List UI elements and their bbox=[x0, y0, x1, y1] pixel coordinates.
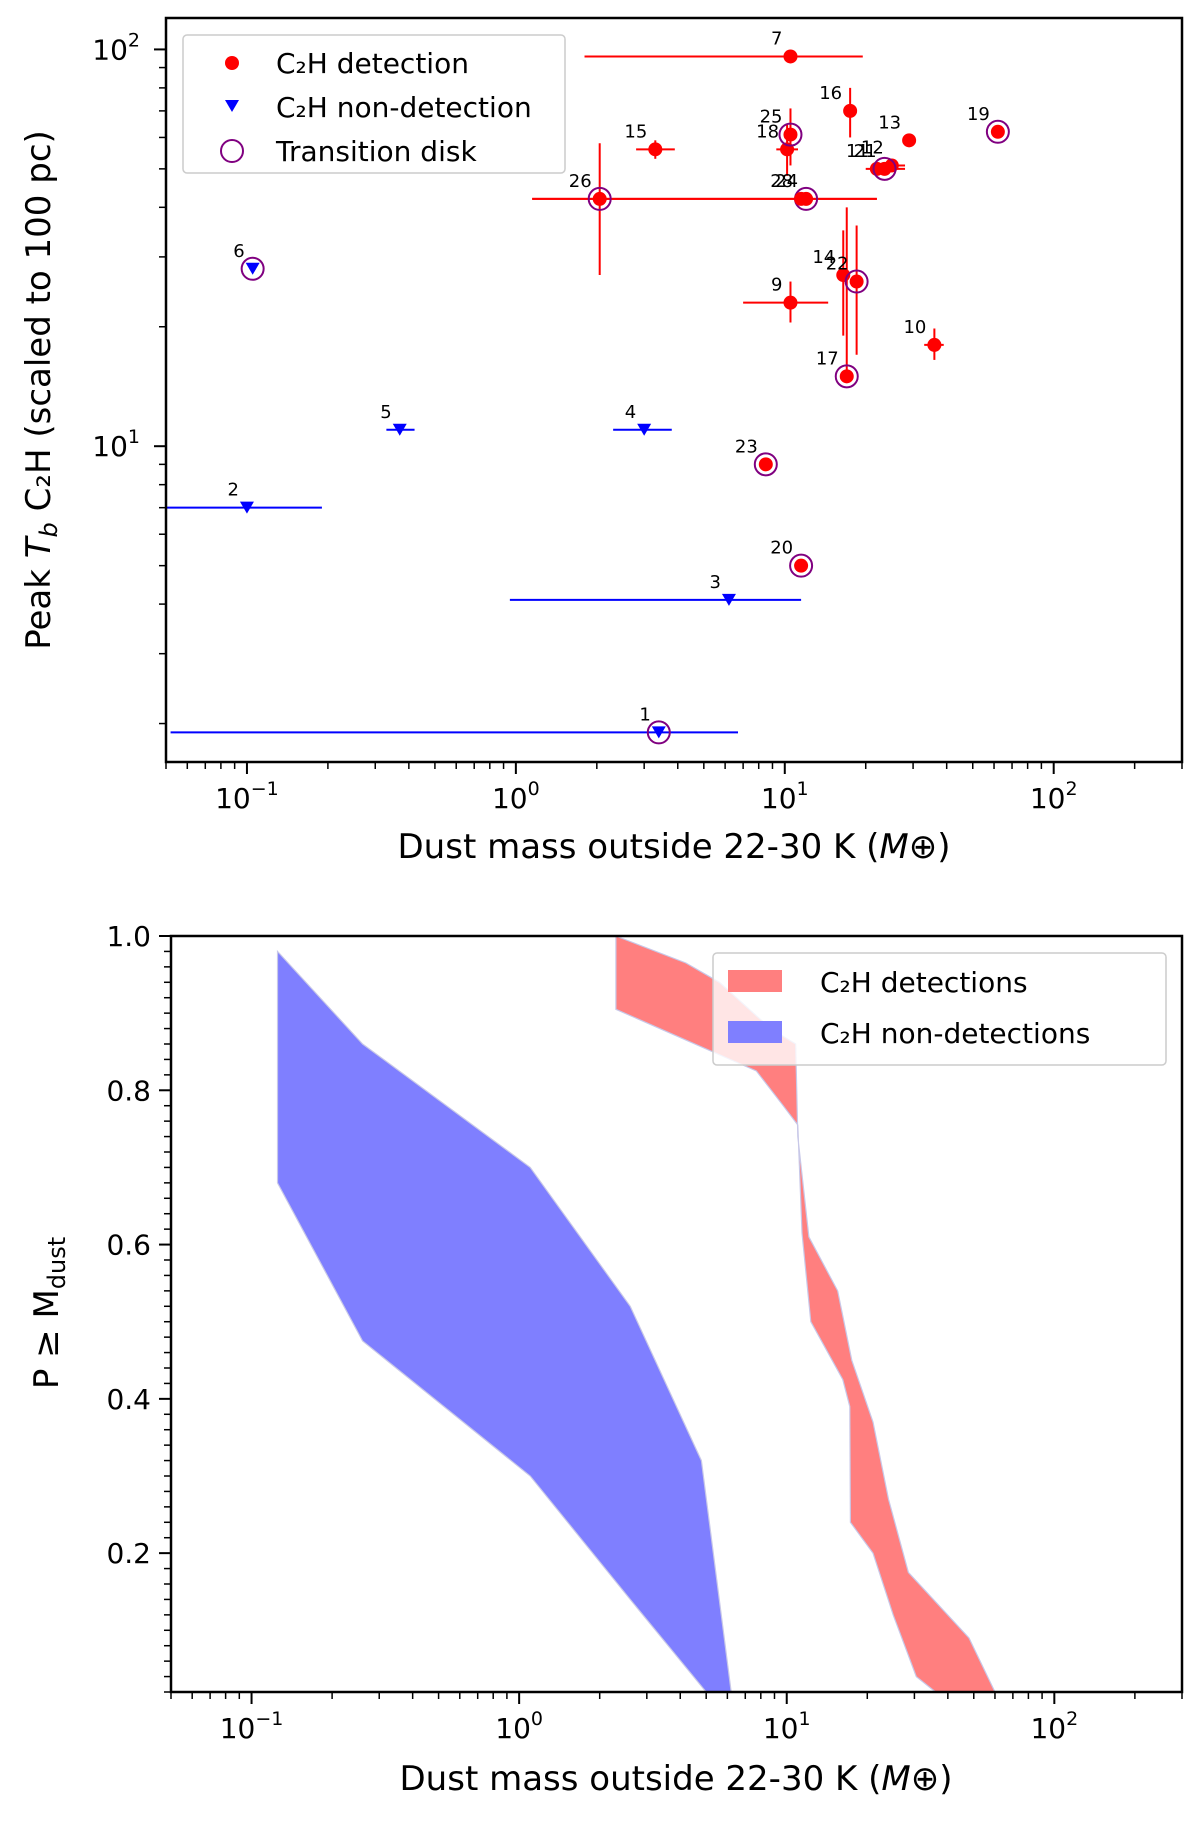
scatter-legend-box bbox=[182, 34, 566, 174]
detection-point-7 bbox=[783, 49, 798, 64]
nondetection-point-3 bbox=[721, 593, 736, 606]
scatter-panel: 1234567910111213141516171819202122232425… bbox=[19, 16, 1184, 867]
detection-point-25 bbox=[783, 127, 798, 142]
legend-nondetection-label: C₂H non-detection bbox=[276, 91, 532, 124]
detection-point-20 bbox=[794, 558, 809, 573]
legend-transition-label: Transition disk bbox=[275, 135, 477, 168]
scatter-x-tick-label: 10−1 bbox=[215, 778, 279, 815]
scatter-x-tick-label: 102 bbox=[1030, 778, 1078, 815]
cumulative-legend-box bbox=[712, 952, 1167, 1066]
point-label-12: 12 bbox=[861, 137, 884, 158]
legend-transition-marker bbox=[220, 139, 244, 163]
point-label-16: 16 bbox=[819, 83, 842, 104]
point-label-23: 23 bbox=[735, 436, 758, 457]
cumulative-x-axis-label: Dust mass outside 22-30 K (M⊕) bbox=[400, 1759, 953, 1799]
detection-point-9 bbox=[783, 295, 798, 310]
point-label-14: 14 bbox=[812, 247, 835, 268]
legend-nondetections-swatch bbox=[728, 1021, 782, 1043]
cumulative-panel: 10−1 100 101 102 0.2 0.4 0.6 0.8 1.0 Dust mass o… bbox=[27, 920, 1184, 1799]
detection-point-19 bbox=[990, 124, 1005, 139]
detection-point-28 bbox=[794, 191, 809, 206]
transition-ring-25 bbox=[778, 122, 803, 147]
transition-ring-17 bbox=[834, 364, 859, 389]
cumulative-x-tick-label: 10−1 bbox=[220, 1708, 284, 1745]
detection-point-26 bbox=[592, 191, 607, 206]
cumulative-x-tick-label: 101 bbox=[763, 1708, 811, 1745]
nondetection-point-1 bbox=[651, 726, 666, 739]
legend-detections-swatch bbox=[728, 970, 782, 992]
detection-point-16 bbox=[843, 103, 858, 118]
detection-point-13 bbox=[902, 133, 917, 148]
nondetection-point-5 bbox=[392, 423, 407, 436]
point-label-22: 22 bbox=[826, 254, 849, 275]
scatter-x-tick-label: 101 bbox=[761, 778, 809, 815]
point-label-28: 28 bbox=[770, 171, 793, 192]
scatter-y-tick-label: 102 bbox=[92, 29, 140, 66]
point-label-25: 25 bbox=[760, 107, 783, 128]
cumulative-x-tick-label: 100 bbox=[495, 1708, 543, 1745]
scatter-x-axis-label: Dust mass outside 22-30 K (M⊕) bbox=[398, 827, 951, 867]
detection-point-23 bbox=[758, 457, 773, 472]
point-label-19: 19 bbox=[967, 104, 990, 125]
cumulative-y-axis-label: P ≥ Mdust bbox=[27, 1237, 71, 1389]
cumulative-legend: C₂H detections C₂H non-detections bbox=[712, 952, 1167, 1066]
transition-ring-20 bbox=[789, 553, 814, 578]
nondetection-point-4 bbox=[637, 423, 652, 436]
cumulative-y-tick-label: 0.6 bbox=[106, 1229, 151, 1262]
transition-ring-22 bbox=[844, 269, 869, 294]
transition-ring-21 bbox=[872, 156, 897, 181]
transition-ring-6 bbox=[240, 256, 265, 281]
point-label-7: 7 bbox=[771, 28, 782, 49]
scatter-y-tick-label: 101 bbox=[92, 426, 140, 463]
detection-point-10 bbox=[927, 337, 942, 352]
point-label-2: 2 bbox=[227, 480, 238, 501]
cumulative-x-tick-label: 102 bbox=[1030, 1708, 1078, 1745]
scatter-plot-frame bbox=[164, 16, 1184, 764]
point-label-3: 3 bbox=[709, 572, 720, 593]
point-label-17: 17 bbox=[816, 348, 839, 369]
cumulative-y-tick-label: 0.8 bbox=[106, 1074, 151, 1107]
transition-ring-1 bbox=[646, 720, 671, 745]
cumulative-y-tick-label: 1.0 bbox=[106, 920, 151, 953]
point-label-11: 11 bbox=[846, 141, 869, 162]
scatter-x-tick-label: 100 bbox=[492, 778, 540, 815]
point-label-15: 15 bbox=[624, 121, 647, 142]
nondetection-point-2 bbox=[239, 501, 254, 514]
point-label-4: 4 bbox=[625, 402, 636, 423]
point-label-21: 21 bbox=[854, 141, 877, 162]
point-label-24: 24 bbox=[775, 171, 798, 192]
point-label-5: 5 bbox=[380, 402, 391, 423]
detection-point-15 bbox=[648, 142, 663, 157]
band-series-1 bbox=[276, 949, 732, 1693]
cumulative-y-tick-label: 0.2 bbox=[106, 1537, 151, 1570]
point-label-6: 6 bbox=[233, 241, 244, 262]
detection-point-17 bbox=[839, 369, 854, 384]
transition-ring-19 bbox=[985, 119, 1010, 144]
scatter-legend: C₂H detection C₂H non-detection Transiti… bbox=[182, 34, 566, 174]
scatter-y-axis-label: Peak Tb C₂H (scaled to 100 pc) bbox=[19, 130, 63, 650]
legend-nondetections-label: C₂H non-detections bbox=[820, 1017, 1090, 1050]
legend-detection-marker bbox=[225, 56, 239, 70]
point-label-9: 9 bbox=[771, 275, 782, 296]
detection-point-21 bbox=[877, 161, 892, 176]
transition-ring-26 bbox=[587, 186, 612, 211]
point-label-1: 1 bbox=[639, 704, 650, 725]
point-label-18: 18 bbox=[756, 121, 779, 142]
point-label-13: 13 bbox=[878, 112, 901, 133]
cumulative-y-tick-label: 0.4 bbox=[106, 1383, 151, 1416]
transition-ring-23 bbox=[753, 452, 778, 477]
legend-nondetection-marker bbox=[225, 100, 239, 112]
legend-detection-label: C₂H detection bbox=[276, 47, 469, 80]
point-label-10: 10 bbox=[903, 317, 926, 338]
cumulative-plot-frame bbox=[169, 934, 1184, 1694]
point-label-26: 26 bbox=[569, 171, 592, 192]
point-label-20: 20 bbox=[770, 538, 793, 559]
legend-detections-label: C₂H detections bbox=[820, 966, 1028, 999]
detection-point-22 bbox=[849, 274, 864, 289]
nondetection-point-6 bbox=[245, 262, 260, 275]
